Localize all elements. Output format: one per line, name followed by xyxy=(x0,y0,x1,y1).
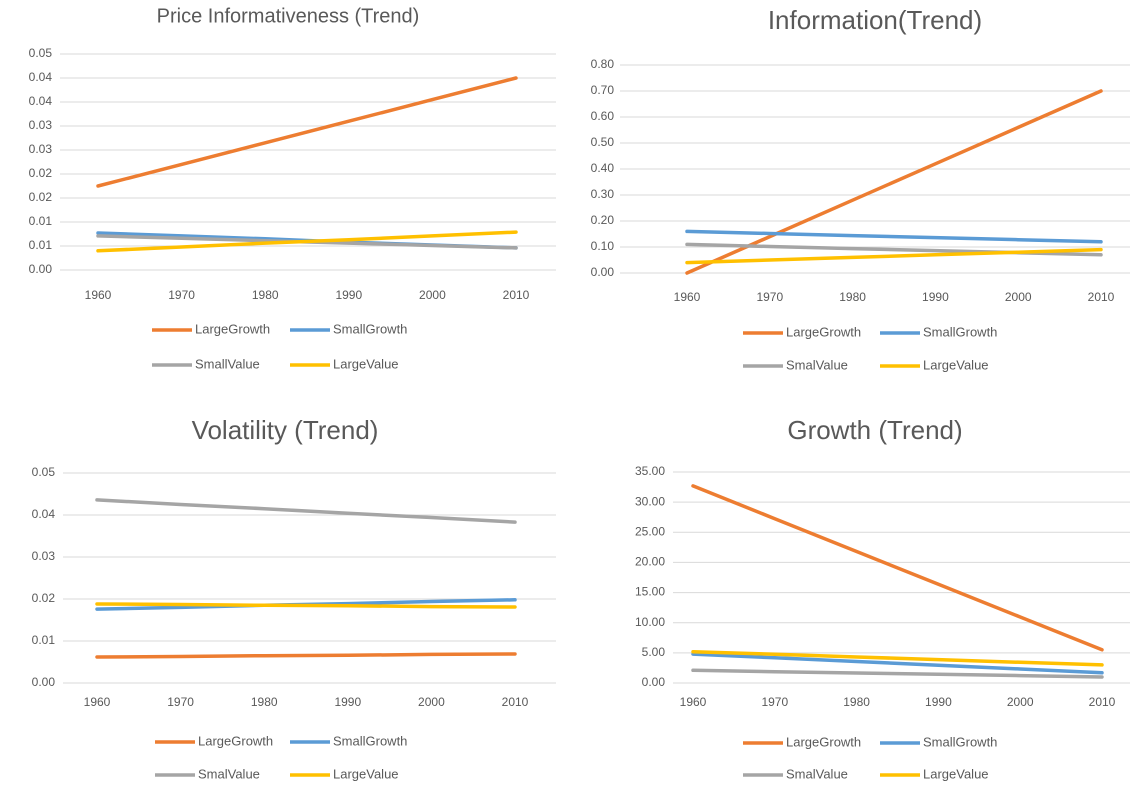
legend-label: LargeGrowth xyxy=(198,733,273,748)
legend-label: LargeValue xyxy=(923,766,989,781)
legend-label: LargeGrowth xyxy=(195,321,270,336)
x-tick-label: 2010 xyxy=(503,288,530,302)
y-tick-label: 0.03 xyxy=(32,549,56,563)
series-line xyxy=(685,229,1103,244)
chart-title: Information(Trend) xyxy=(768,5,982,35)
legend-label: SmalValue xyxy=(786,766,848,781)
y-tick-label: 0.60 xyxy=(591,109,615,123)
y-tick-label: 30.00 xyxy=(635,494,665,508)
legend-label: LargeValue xyxy=(333,356,399,371)
x-tick-label: 1970 xyxy=(168,288,195,302)
legend-label: SmallGrowth xyxy=(333,733,407,748)
y-tick-label: 0.01 xyxy=(29,238,53,252)
series-line xyxy=(685,247,1103,265)
x-tick-label: 1960 xyxy=(85,288,112,302)
legend-label: LargeValue xyxy=(923,357,989,372)
y-tick-label: 0.20 xyxy=(591,213,615,227)
x-tick-label: 1980 xyxy=(843,695,870,709)
legend-label: SmallGrowth xyxy=(923,734,997,749)
chart-panel: Growth (Trend) 0.00 5.00 10.00 15.00 20.00 25.… xyxy=(635,415,1130,781)
chart-title: Volatility (Trend) xyxy=(192,415,379,445)
legend-label: SmallValue xyxy=(195,356,260,371)
x-tick-label: 1970 xyxy=(761,695,788,709)
y-tick-label: 0.04 xyxy=(29,70,53,84)
x-tick-label: 1960 xyxy=(674,290,701,304)
y-tick-label: 0.40 xyxy=(591,161,615,175)
legend-label: SmalValue xyxy=(786,357,848,372)
x-tick-label: 1970 xyxy=(167,695,194,709)
y-tick-label: 5.00 xyxy=(642,645,666,659)
x-tick-label: 2010 xyxy=(1088,290,1115,304)
series-line xyxy=(685,89,1103,275)
y-tick-label: 0.00 xyxy=(29,262,53,276)
legend-label: LargeGrowth xyxy=(786,734,861,749)
series-line xyxy=(95,498,517,524)
y-tick-label: 0.70 xyxy=(591,83,615,97)
y-tick-label: 15.00 xyxy=(635,585,665,599)
y-tick-label: 0.01 xyxy=(29,214,53,228)
x-tick-label: 2000 xyxy=(1007,695,1034,709)
x-tick-label: 1970 xyxy=(756,290,783,304)
chart-panel: Price Informativeness (Trend) 0.00 0.01 0.0… xyxy=(29,5,556,371)
y-tick-label: 0.04 xyxy=(29,94,53,108)
y-tick-label: 0.80 xyxy=(591,57,615,71)
y-tick-label: 25.00 xyxy=(635,524,665,538)
y-tick-label: 0.02 xyxy=(29,166,53,180)
y-tick-label: 0.30 xyxy=(591,187,615,201)
x-tick-label: 1960 xyxy=(84,695,111,709)
y-tick-label: 0.02 xyxy=(29,190,53,204)
y-tick-label: 0.01 xyxy=(32,633,56,647)
x-tick-label: 1980 xyxy=(839,290,866,304)
y-tick-label: 10.00 xyxy=(635,615,665,629)
y-tick-label: 20.00 xyxy=(635,555,665,569)
legend-label: LargeValue xyxy=(333,766,399,781)
y-tick-label: 0.00 xyxy=(591,265,615,279)
series-line xyxy=(691,652,1104,675)
x-tick-label: 1990 xyxy=(922,290,949,304)
y-tick-label: 0.04 xyxy=(32,507,56,521)
y-tick-label: 0.03 xyxy=(29,142,53,156)
x-tick-label: 2010 xyxy=(502,695,529,709)
y-tick-label: 0.00 xyxy=(32,675,56,689)
x-tick-label: 1960 xyxy=(680,695,707,709)
x-tick-label: 2000 xyxy=(1005,290,1032,304)
legend-label: SmallGrowth xyxy=(333,321,407,336)
chart-panel: Information(Trend) 0.00 0.10 0.20 0.30 0.40 0.… xyxy=(591,5,1130,372)
y-tick-label: 0.00 xyxy=(642,675,666,689)
y-tick-label: 0.02 xyxy=(32,591,56,605)
chart-title: Growth (Trend) xyxy=(787,415,962,445)
legend-label: SmallGrowth xyxy=(923,324,997,339)
x-tick-label: 1990 xyxy=(334,695,361,709)
y-tick-label: 0.50 xyxy=(591,135,615,149)
series-line xyxy=(96,76,518,188)
x-tick-label: 2010 xyxy=(1089,695,1116,709)
series-line xyxy=(691,649,1104,667)
series-line xyxy=(95,652,517,659)
legend-label: SmalValue xyxy=(198,766,260,781)
series-line xyxy=(95,602,517,609)
x-tick-label: 2000 xyxy=(419,288,446,302)
x-tick-label: 1990 xyxy=(925,695,952,709)
y-tick-label: 0.10 xyxy=(591,239,615,253)
series-line xyxy=(691,484,1104,652)
series-line xyxy=(691,668,1104,679)
y-tick-label: 0.05 xyxy=(32,465,56,479)
chart-title: Price Informativeness (Trend) xyxy=(157,5,420,27)
y-tick-label: 0.05 xyxy=(29,46,53,60)
y-tick-label: 0.03 xyxy=(29,118,53,132)
x-tick-label: 2000 xyxy=(418,695,445,709)
x-tick-label: 1980 xyxy=(252,288,279,302)
y-tick-label: 35.00 xyxy=(635,464,665,478)
legend-label: LargeGrowth xyxy=(786,324,861,339)
chart-panel: Volatility (Trend) 0.00 0.01 0.02 0.03 0.04 0.… xyxy=(32,415,556,781)
series-line xyxy=(96,230,518,253)
x-tick-label: 1980 xyxy=(251,695,278,709)
x-tick-label: 1990 xyxy=(335,288,362,302)
